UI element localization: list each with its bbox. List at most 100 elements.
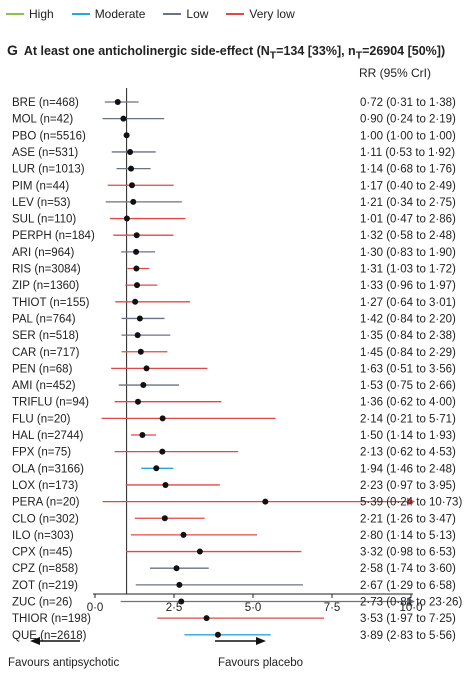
point-estimate	[173, 565, 180, 572]
rr-value: 1·35 (0·84 to 2·38)	[360, 330, 456, 342]
point-estimate	[143, 365, 150, 372]
rr-value: 1·36 (0·62 to 4·00)	[360, 397, 456, 409]
rr-value: 2·21 (1·26 to 3·47)	[360, 513, 456, 525]
row-label: THIOT (n=155)	[12, 297, 90, 309]
point-estimate	[178, 598, 185, 605]
ci-arrow	[407, 497, 415, 506]
legend-item-very-low: Very low	[226, 7, 295, 21]
legend-item-moderate: Moderate	[71, 7, 146, 21]
rr-value: 1·31 (1·03 to 1·72)	[360, 264, 456, 276]
legend-label-high: High	[29, 7, 54, 21]
point-estimate	[161, 515, 168, 522]
row-label: CLO (n=302)	[12, 513, 79, 525]
legend-swatch-low	[163, 13, 182, 15]
rr-value: 2·23 (0·97 to 3·95)	[360, 480, 456, 492]
rr-value: 1·33 (0·96 to 1·97)	[360, 280, 456, 292]
row-label: CPX (n=45)	[12, 547, 73, 559]
point-estimate	[136, 315, 143, 322]
panel-title-sub2: T	[355, 50, 363, 62]
point-estimate	[133, 248, 140, 255]
point-estimate	[134, 332, 141, 339]
point-estimate	[128, 182, 135, 189]
row-label: PERPH (n=184)	[12, 230, 95, 242]
row-label: AMI (n=452)	[12, 380, 76, 392]
rr-value: 0·72 (0·31 to 1·38)	[360, 97, 456, 109]
row-label: FPX (n=75)	[12, 447, 71, 459]
point-estimate	[133, 265, 140, 272]
row-label: PAL (n=764)	[12, 313, 76, 325]
rr-value: 0·90 (0·24 to 2·19)	[360, 114, 456, 126]
row-label: ZOT (n=219)	[12, 580, 78, 592]
legend-label-low: Low	[186, 7, 209, 21]
row-label: PBO (n=5516)	[12, 130, 86, 142]
row-label: OLA (n=3166)	[12, 463, 84, 475]
x-tick-label: 2·5	[166, 602, 183, 614]
legend-label-very-low: Very low	[249, 7, 295, 21]
legend-swatch-very-low	[226, 13, 245, 15]
point-estimate	[134, 398, 141, 405]
point-estimate	[180, 531, 187, 538]
point-estimate	[120, 115, 127, 122]
rr-value: 3·53 (1·97 to 7·25)	[360, 613, 456, 625]
point-estimate	[140, 382, 147, 389]
favours-right-label: Favours placebo	[218, 657, 304, 669]
rr-value: 1·50 (1·14 to 1·93)	[360, 430, 456, 442]
favours-right-arrow-head	[256, 637, 266, 645]
rr-value: 1·53 (0·75 to 2·66)	[360, 380, 456, 392]
point-estimate	[162, 481, 169, 488]
panel-title-end: =26904 [50%])	[362, 44, 446, 58]
rr-value: 1·94 (1·46 to 2·48)	[360, 463, 456, 475]
panel-title: G At least one anticholinergic side-effec…	[7, 42, 445, 62]
rr-value: 2·80 (1·14 to 5·13)	[360, 530, 456, 542]
legend-swatch-high	[6, 13, 24, 15]
row-label: SUL (n=110)	[12, 214, 76, 226]
row-label: ASE (n=531)	[12, 147, 78, 159]
point-estimate	[139, 432, 146, 438]
point-estimate	[153, 465, 160, 472]
rr-column-header: RR (95% CrI)	[359, 66, 432, 80]
row-label: PIM (n=44)	[12, 180, 69, 192]
legend-swatch-moderate	[71, 13, 90, 15]
row-label: ARI (n=964)	[12, 247, 74, 259]
point-estimate	[123, 215, 130, 222]
point-estimate	[176, 581, 183, 588]
row-label: RIS (n=3084)	[12, 264, 81, 276]
x-tick-label: 7·5	[324, 602, 341, 614]
rr-value: 5·39 (0·24 to 10·73)	[360, 497, 462, 509]
point-estimate	[137, 348, 144, 355]
row-label: SER (n=518)	[12, 330, 79, 342]
row-label: THIOR (n=198)	[12, 613, 91, 625]
row-label: ZUC (n=26)	[12, 597, 73, 609]
legend-label-moderate: Moderate	[94, 7, 146, 21]
point-estimate	[262, 498, 269, 505]
row-label: CPZ (n=858)	[12, 563, 78, 575]
rr-value: 1·14 (0·68 to 1·76)	[360, 164, 456, 176]
row-label: LOX (n=173)	[12, 480, 78, 492]
rr-value: 1·11 (0·53 to 1·92)	[360, 147, 455, 159]
row-label: MOL (n=42)	[12, 114, 73, 126]
rr-value: 2·58 (1·74 to 3·60)	[360, 563, 456, 575]
rr-value: 2·13 (0·62 to 4·53)	[360, 447, 456, 459]
rr-value: 3·32 (0·98 to 6·53)	[360, 547, 456, 559]
point-estimate	[123, 132, 130, 139]
row-label: LEV (n=53)	[12, 197, 71, 209]
point-estimate	[203, 615, 210, 622]
point-estimate	[134, 282, 141, 289]
panel-title-sub1: T	[269, 50, 277, 62]
rr-value: 1·45 (0·84 to 2·29)	[360, 347, 456, 359]
row-label: BRE (n=468)	[12, 97, 79, 109]
rr-value: 1·32 (0·58 to 2·48)	[360, 230, 456, 242]
point-estimate	[128, 165, 135, 172]
panel-title-text: At least one anticholinergic side-effect…	[23, 44, 270, 58]
favours-left-label: Favours antipsychotic	[8, 657, 120, 669]
row-label: FLU (n=20)	[12, 413, 71, 425]
rr-value: 1·21 (0·34 to 2·75)	[360, 197, 456, 209]
point-estimate	[130, 198, 137, 205]
point-estimate	[114, 99, 121, 105]
row-label: LUR (n=1013)	[12, 164, 85, 176]
panel-letter: G	[7, 42, 18, 58]
rr-value: 1·42 (0·84 to 2·20)	[360, 313, 456, 325]
rr-value: 1·17 (0·40 to 2·49)	[360, 180, 456, 192]
x-tick-label: 0·0	[87, 602, 104, 614]
